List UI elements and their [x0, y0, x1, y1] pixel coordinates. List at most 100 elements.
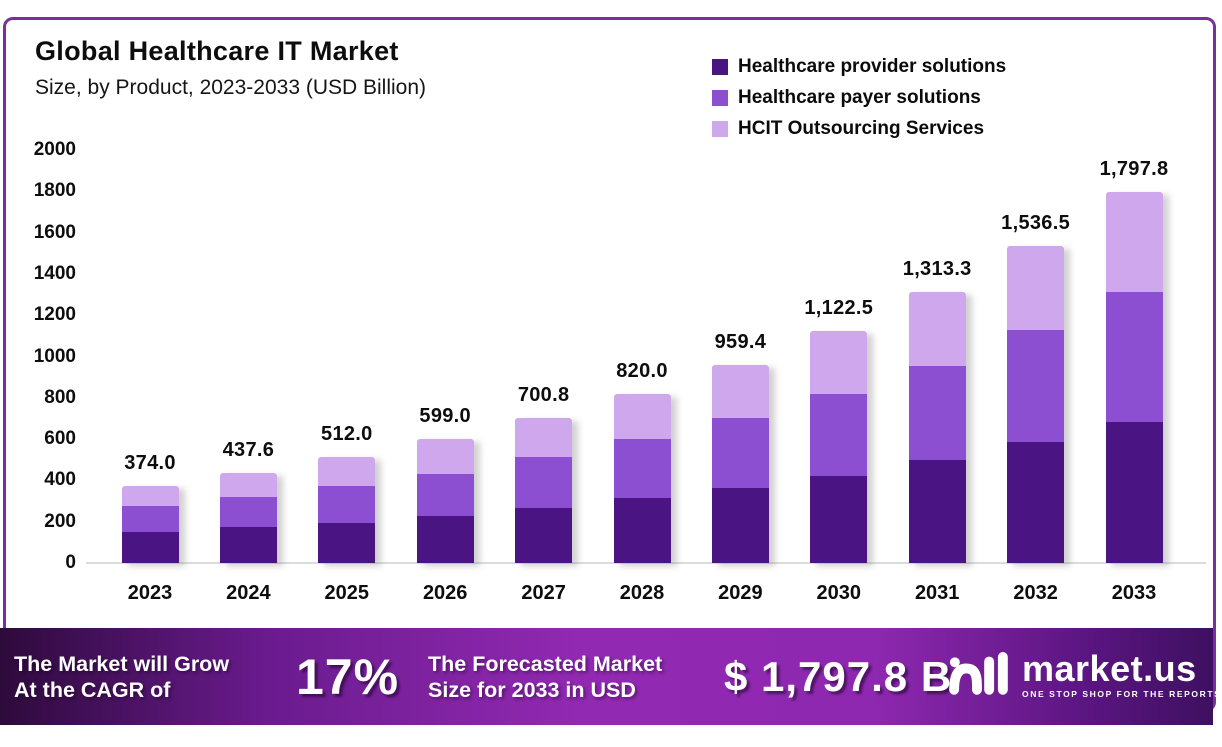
bar-segment	[121, 485, 179, 506]
bar-segment	[711, 488, 769, 563]
y-axis-tick-label: 1800	[33, 180, 76, 202]
stacked-bar-2029	[711, 364, 769, 563]
page-subtitle: Size, by Product, 2023-2033 (USD Billion…	[35, 76, 427, 99]
stacked-bar-2028	[613, 393, 671, 563]
bar-total-label: 1,797.8	[1099, 157, 1169, 180]
stacked-bar-2025	[318, 457, 376, 563]
legend-swatch-outsourcing-icon	[712, 121, 728, 137]
bar-segment	[121, 532, 179, 563]
legend-item-payer: Healthcare payer solutions	[712, 86, 1006, 110]
bar-segment	[1007, 330, 1065, 442]
bar-segment	[1105, 292, 1163, 422]
marketus-logo: market.us ONE STOP SHOP FOR THE REPORTS	[948, 646, 1221, 703]
bar-segment	[810, 331, 868, 395]
bottom-banner: The Market will Grow At the CAGR of 17% …	[0, 628, 1220, 725]
y-axis-tick-label: 0	[65, 552, 76, 573]
bar-segment	[515, 508, 573, 563]
x-axis-label: 2032	[1013, 582, 1058, 604]
bar-segment	[613, 439, 671, 498]
x-axis-label: 2027	[521, 582, 566, 604]
bar-total-label: 599.0	[419, 405, 471, 428]
bar-segment	[219, 497, 277, 528]
forecast-caption: The Forecasted Market Size for 2033 in U…	[428, 651, 662, 703]
brand-name: market.us	[1022, 647, 1197, 689]
forecast-caption-line2: Size for 2033 in USD	[428, 678, 636, 702]
stacked-bar-2026	[416, 439, 474, 563]
bar-total-label: 437.6	[222, 438, 275, 461]
bar-total-label: 512.0	[321, 423, 373, 446]
x-axis-baseline	[86, 562, 1206, 564]
bar-segment	[908, 291, 966, 366]
bar-segment	[1007, 245, 1065, 331]
bar-total-label: 1,122.5	[804, 297, 874, 320]
stacked-bar-2032	[1007, 245, 1065, 563]
y-axis-tick-label: 2000	[33, 139, 76, 160]
bar-segment	[908, 460, 966, 563]
y-axis-tick-label: 600	[44, 428, 76, 450]
y-axis-tick-label: 800	[44, 386, 76, 408]
x-axis-label: 2031	[914, 582, 960, 604]
y-axis-tick-label: 1000	[33, 345, 76, 367]
bar-total-label: 700.8	[517, 384, 570, 407]
x-axis-label: 2025	[324, 582, 370, 604]
bar-segment	[318, 457, 376, 486]
bar-segment	[219, 527, 277, 563]
x-axis-label: 2024	[226, 582, 271, 604]
bar-segment	[1105, 191, 1163, 293]
y-axis-tick-label: 1200	[33, 304, 76, 326]
legend-item-provider: Healthcare provider solutions	[712, 55, 1006, 79]
bar-segment	[810, 476, 868, 563]
bar-segment	[711, 364, 769, 418]
y-axis-tick-label: 1600	[33, 221, 76, 243]
legend-item-outsourcing: HCIT Outsourcing Services	[712, 117, 1006, 141]
forecast-value: $ 1,797.8 B	[724, 653, 953, 700]
brand-tagline: ONE STOP SHOP FOR THE REPORTS	[1022, 688, 1222, 699]
cagr-value: 17%	[296, 649, 400, 705]
bar-segment	[318, 522, 376, 563]
legend-swatch-payer-icon	[712, 90, 728, 106]
bar-segment	[613, 497, 671, 563]
bar-segment	[711, 417, 769, 489]
cagr-caption-line1: The Market will Grow	[14, 652, 230, 676]
stacked-bar-2033	[1105, 191, 1163, 563]
x-axis-label: 2026	[422, 582, 468, 604]
bar-segment	[908, 365, 966, 461]
y-axis-tick-label: 200	[44, 510, 76, 532]
bar-total-label: 374.0	[124, 451, 176, 474]
marketus-logo-icon	[949, 652, 1008, 695]
bar-segment	[416, 473, 474, 517]
legend: Healthcare provider solutions Healthcare…	[712, 55, 1006, 148]
bar-segment	[515, 456, 573, 509]
forecast-caption-line1: The Forecasted Market	[428, 652, 663, 676]
bar-segment	[515, 418, 573, 457]
stacked-bar-2027	[515, 418, 573, 563]
bar-segment	[1007, 441, 1065, 563]
stacked-bar-2024	[219, 472, 277, 563]
page-title: Global Healthcare IT Market	[35, 36, 399, 66]
cagr-caption-line2: At the CAGR of	[14, 678, 171, 702]
bar-segment	[810, 394, 868, 477]
stacked-bar-2023	[121, 485, 179, 563]
legend-label: HCIT Outsourcing Services	[738, 118, 985, 139]
cagr-caption: The Market will Grow At the CAGR of	[14, 651, 229, 703]
marketus-logo-text: market.us ONE STOP SHOP FOR THE REPORTS	[1022, 647, 1222, 699]
legend-label: Healthcare payer solutions	[738, 87, 981, 108]
bar-segment	[416, 439, 474, 474]
bar-segment	[219, 472, 277, 498]
y-axis-tick-label: 1400	[33, 262, 76, 284]
stacked-bar-2030	[810, 331, 868, 563]
x-axis-label: 2033	[1111, 582, 1157, 604]
legend-label: Healthcare provider solutions	[738, 56, 1007, 77]
bar-total-label: 1,536.5	[1001, 211, 1071, 234]
bar-total-label: 959.4	[714, 330, 767, 353]
x-axis-label: 2028	[619, 582, 665, 604]
x-axis-label: 2023	[127, 582, 173, 604]
bar-segment	[1105, 421, 1163, 563]
legend-swatch-provider-icon	[712, 59, 728, 75]
bar-segment	[318, 485, 376, 523]
bar-segment	[416, 516, 474, 563]
x-axis-label: 2029	[718, 582, 763, 604]
bar-total-label: 1,313.3	[902, 257, 972, 280]
y-axis-tick-label: 400	[44, 469, 76, 491]
bar-segment	[121, 505, 179, 532]
